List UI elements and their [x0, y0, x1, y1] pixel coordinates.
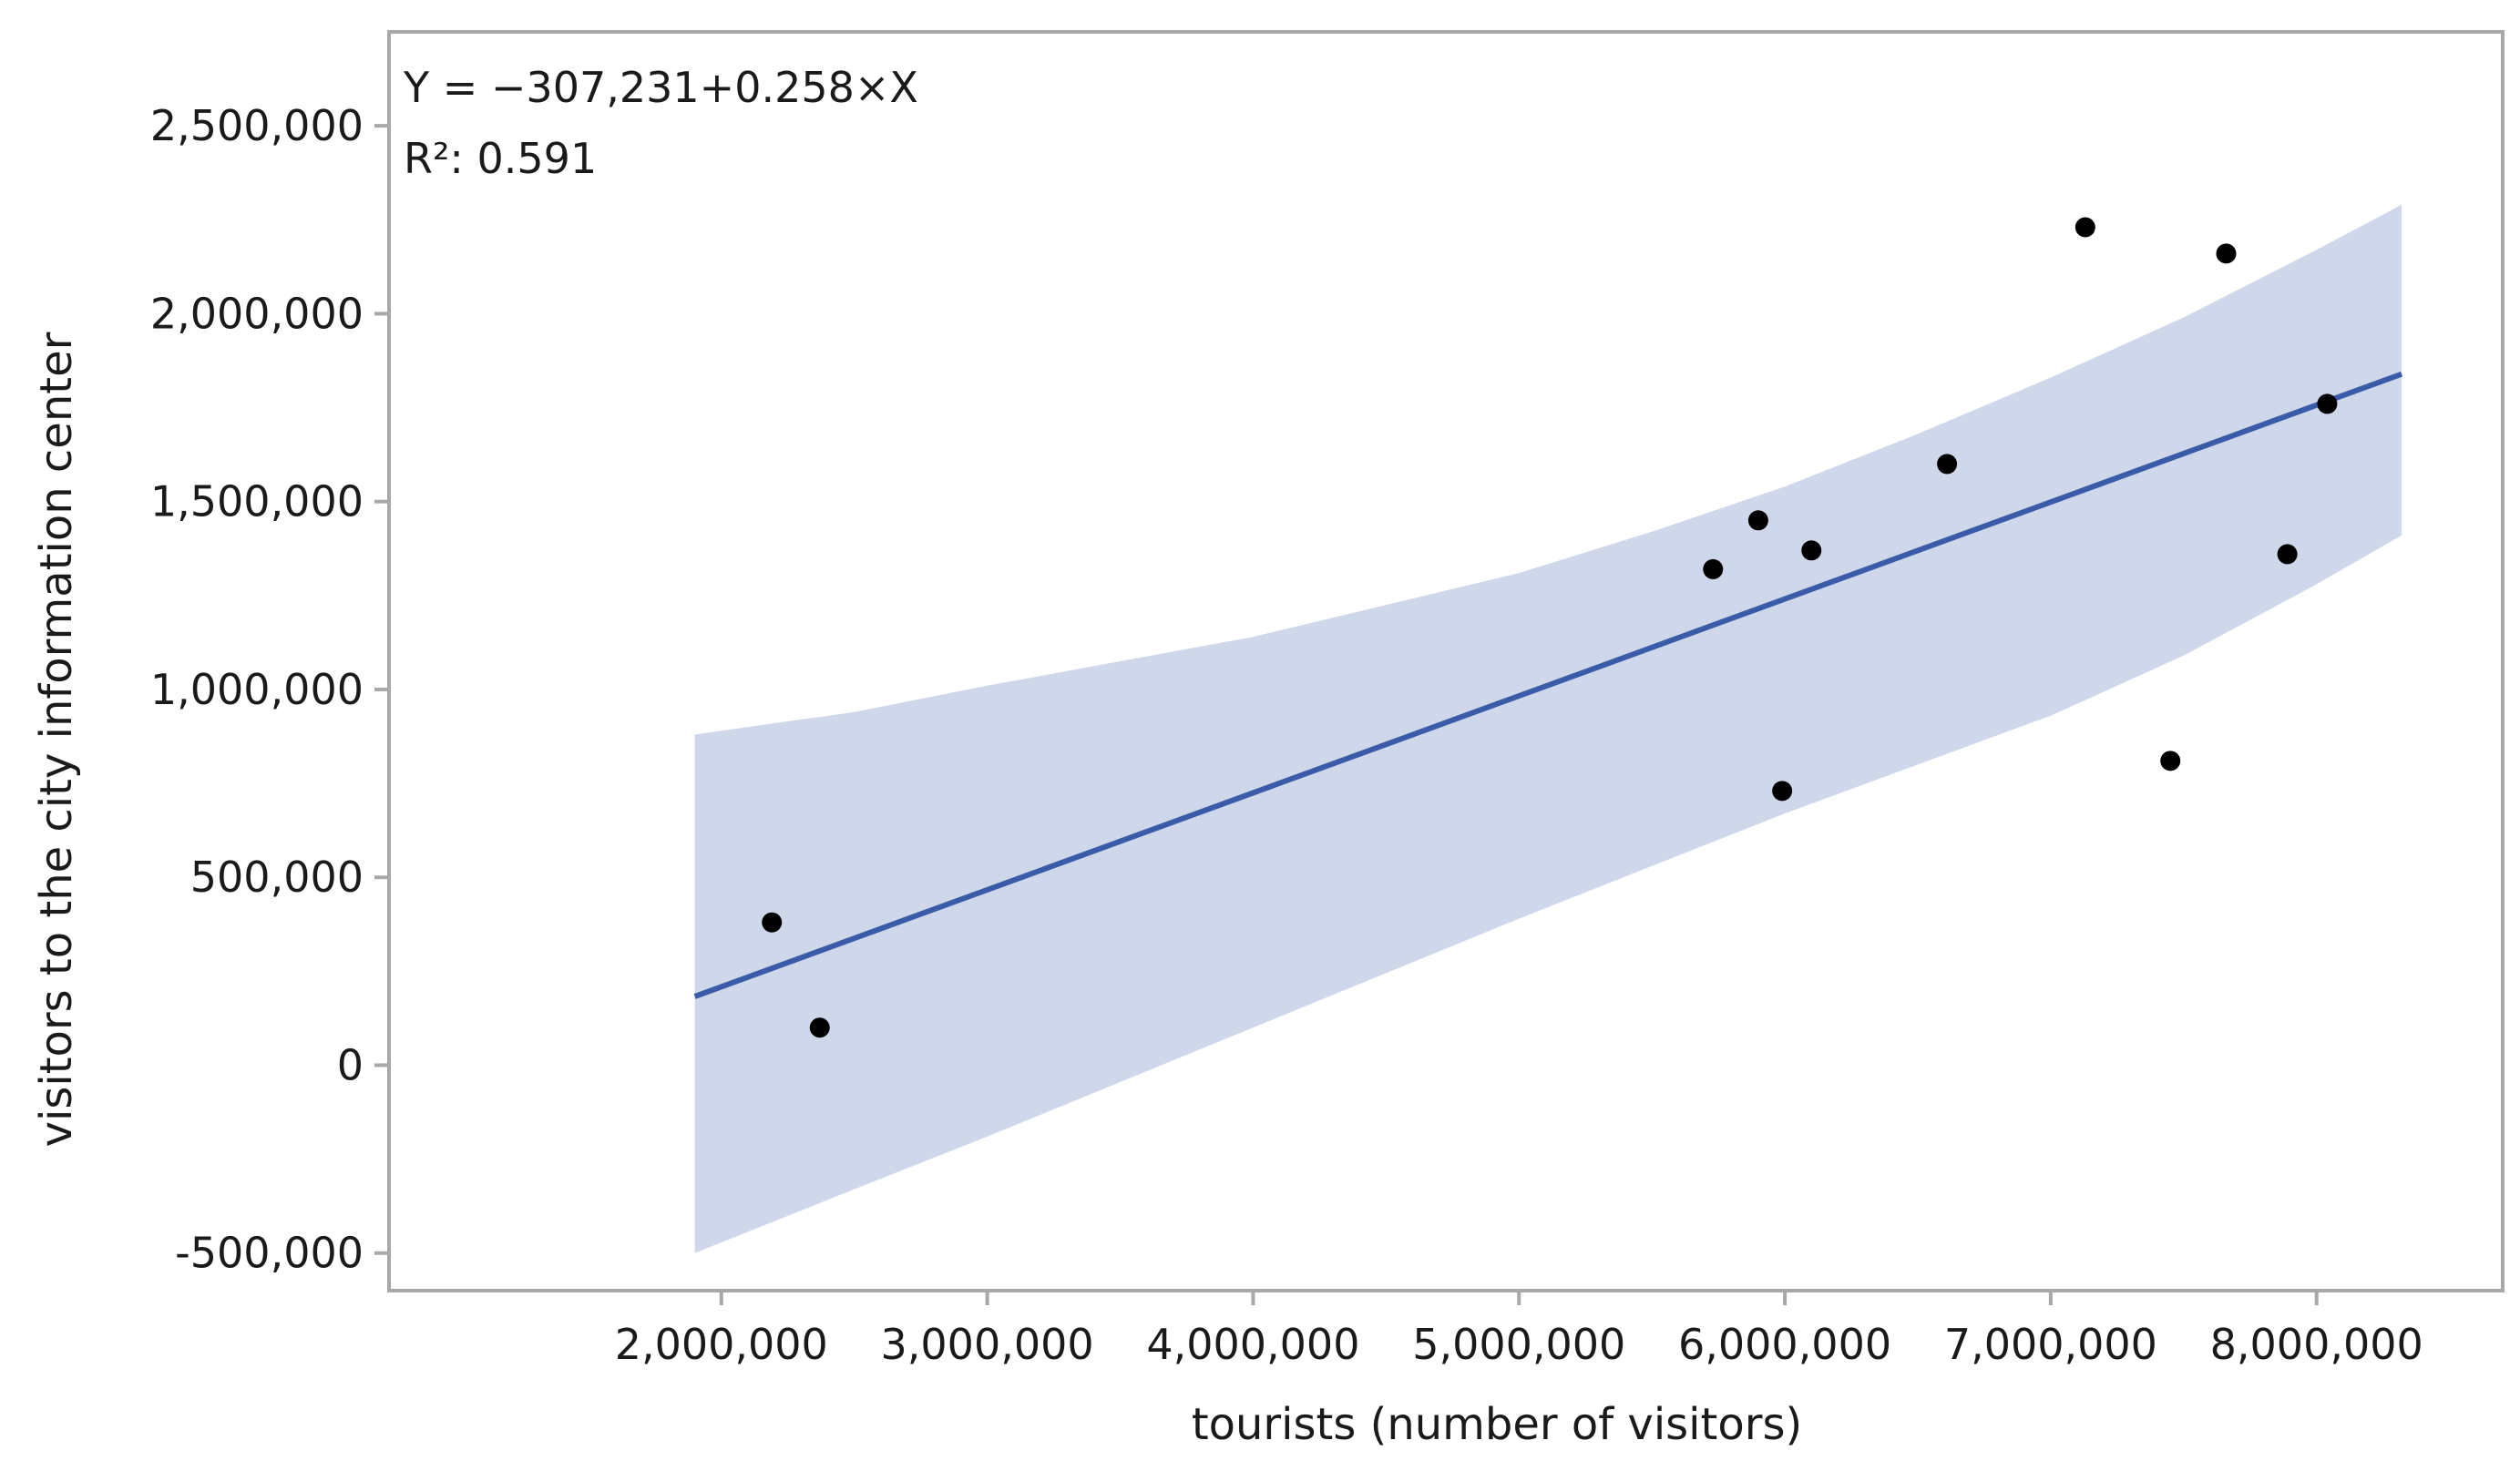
y-tick-label: 500,000: [190, 853, 364, 902]
x-tick-label: 4,000,000: [1146, 1320, 1359, 1369]
y-axis: -500,000 0 500,000 1,000,000 1,500,000 2,000,…: [150, 101, 389, 1278]
data-point: [1747, 510, 1768, 531]
y-axis-title: visitors to the city information center: [31, 332, 82, 1147]
data-point: [2160, 751, 2181, 771]
data-point: [809, 1017, 830, 1038]
confidence-band: [694, 204, 2402, 1253]
data-point: [762, 912, 783, 933]
data-point: [1772, 781, 1793, 802]
confidence-band-layer: [694, 204, 2402, 1253]
x-tick-label: 5,000,000: [1412, 1320, 1625, 1369]
x-axis: 2,000,000 3,000,000 4,000,000 5,000,000 6,00…: [615, 1291, 2423, 1369]
x-tick-label: 2,000,000: [615, 1320, 828, 1369]
y-tick-label: 0: [337, 1040, 364, 1089]
regression-equation: Y = −307,231+0.258×X: [403, 63, 918, 112]
x-tick-label: 3,000,000: [881, 1320, 1094, 1369]
x-axis-title: tourists (number of visitors): [1192, 1399, 1802, 1450]
y-tick-label: -500,000: [175, 1229, 364, 1278]
data-point: [2216, 243, 2237, 264]
plot-frame: [387, 30, 2505, 1292]
data-point: [1937, 454, 1958, 475]
y-tick-label: 2,500,000: [150, 101, 364, 150]
points-layer: [762, 217, 2338, 1038]
data-point: [1703, 558, 1724, 579]
y-tick-label: 2,000,000: [150, 289, 364, 338]
fit-line-layer: [693, 371, 2403, 999]
data-point: [2277, 544, 2298, 565]
data-point: [1801, 540, 1822, 561]
y-tick-label: 1,000,000: [150, 665, 364, 714]
regression-line: [693, 371, 2403, 999]
r-squared-label: R²: 0.591: [404, 134, 597, 183]
x-tick-label: 7,000,000: [1944, 1320, 2157, 1369]
x-tick-label: 8,000,000: [2210, 1320, 2423, 1369]
data-point: [2317, 393, 2338, 414]
data-point: [2074, 217, 2095, 238]
y-tick-label: 1,500,000: [150, 477, 364, 526]
x-tick-label: 6,000,000: [1678, 1320, 1891, 1369]
